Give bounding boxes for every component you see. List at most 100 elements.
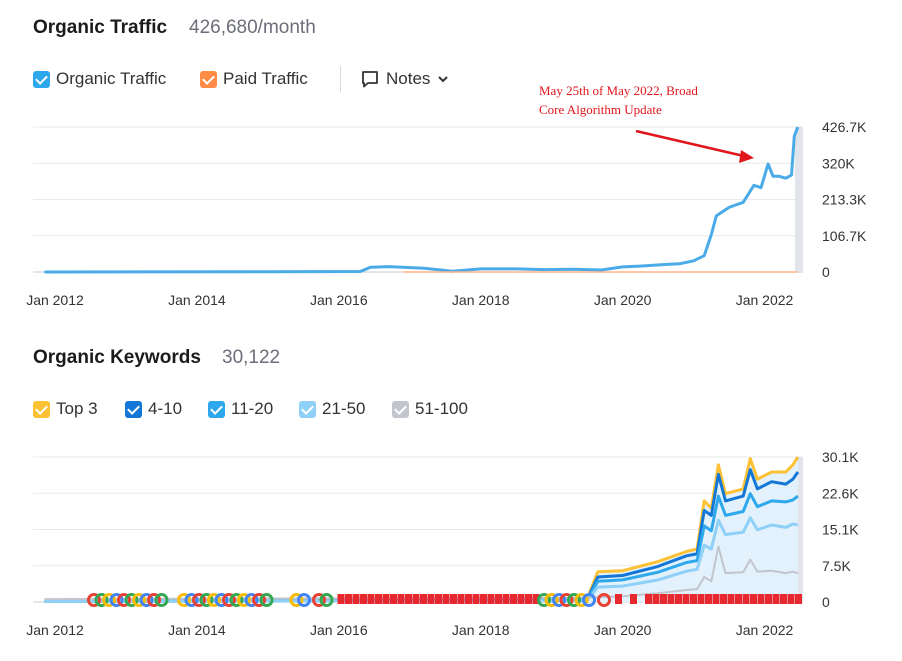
keywords-note-flag-icon bbox=[757, 594, 765, 604]
51-100-checkbox-icon[interactable] bbox=[392, 400, 409, 418]
keywords-google-update-marker-icon bbox=[259, 593, 274, 607]
keywords-note-flag-icon bbox=[765, 594, 772, 604]
comment-icon bbox=[362, 71, 378, 88]
keywords-note-flag-icon bbox=[697, 594, 705, 604]
traffic-y-tick-label: 0 bbox=[822, 264, 830, 280]
keywords-google-update-marker-icon bbox=[252, 593, 266, 607]
keywords-google-update-marker-icon bbox=[237, 593, 251, 607]
legend-51-100-label: 51-100 bbox=[415, 399, 468, 418]
keywords-note-flag-icon bbox=[435, 594, 442, 604]
keywords-google-update-marker-icon bbox=[289, 593, 304, 607]
traffic-x-tick-label: Jan 2012 bbox=[26, 292, 84, 308]
notes-button[interactable]: Notes bbox=[360, 69, 450, 89]
keywords-note-flag-icon bbox=[510, 594, 517, 604]
keywords-note-flag-icon bbox=[367, 594, 375, 604]
keywords-google-update-marker-icon bbox=[229, 593, 244, 607]
traffic-y-tick-label: 320K bbox=[822, 155, 855, 171]
keywords-note-flag-icon bbox=[652, 594, 660, 604]
keywords-x-tick-label: Jan 2018 bbox=[452, 622, 510, 638]
traffic-y-tick-label: 213.3K bbox=[822, 192, 867, 208]
keywords-y-tick-label: 22.6K bbox=[822, 485, 859, 501]
keywords-note-flag-icon bbox=[630, 594, 637, 604]
keywords-google-update-marker-icon bbox=[132, 593, 146, 607]
legend-paid-traffic-label: Paid Traffic bbox=[223, 69, 308, 88]
keywords-google-update-marker-icon bbox=[177, 593, 191, 607]
keywords-google-update-marker-icon bbox=[87, 593, 101, 607]
keywords-note-flag-icon bbox=[720, 594, 727, 604]
keywords-x-tick-label: Jan 2020 bbox=[594, 622, 652, 638]
legend-top-3[interactable]: Top 3 bbox=[33, 399, 98, 419]
traffic-title: Organic Traffic bbox=[33, 17, 168, 38]
legend-paid-traffic[interactable]: Paid Traffic bbox=[200, 69, 308, 89]
keywords-note-flag-icon bbox=[727, 594, 735, 604]
keywords-note-flag-icon bbox=[750, 594, 757, 604]
keywords-note-flag-icon bbox=[742, 594, 750, 604]
keywords-y-tick-label: 0 bbox=[822, 594, 830, 610]
legend-21-50[interactable]: 21-50 bbox=[299, 399, 365, 419]
keywords-note-flag-icon bbox=[667, 594, 675, 604]
keywords-google-update-marker-icon bbox=[544, 593, 559, 607]
keywords-note-flag-icon bbox=[412, 594, 420, 604]
keywords-note-flag-icon bbox=[345, 594, 352, 604]
legend-divider bbox=[340, 66, 341, 92]
keywords-note-flag-icon bbox=[405, 594, 412, 604]
legend-4-10[interactable]: 4-10 bbox=[125, 399, 182, 419]
keywords-google-update-marker-icon bbox=[312, 593, 326, 607]
keywords-google-update-marker-icon bbox=[582, 593, 596, 607]
keywords-google-update-marker-icon bbox=[154, 593, 169, 607]
4-10-checkbox-icon[interactable] bbox=[125, 400, 142, 418]
keywords-y-tick-label: 7.5K bbox=[822, 558, 851, 574]
keywords-title: Organic Keywords bbox=[33, 347, 201, 368]
keywords-note-flag-icon bbox=[450, 594, 457, 604]
keywords-series-4-10 bbox=[44, 468, 800, 603]
keywords-latest-band bbox=[795, 457, 803, 602]
top-3-checkbox-icon[interactable] bbox=[33, 400, 50, 418]
organic-traffic-checkbox-icon[interactable] bbox=[33, 70, 50, 88]
legend-11-20-label: 11-20 bbox=[231, 399, 274, 418]
keywords-note-flag-icon bbox=[420, 594, 427, 604]
keywords-google-update-marker-icon bbox=[319, 593, 334, 607]
keywords-note-flag-icon bbox=[532, 594, 540, 604]
keywords-note-flag-icon bbox=[472, 594, 480, 604]
legend-51-100[interactable]: 51-100 bbox=[392, 399, 468, 419]
traffic-latest-band bbox=[795, 127, 803, 272]
algorithm-update-annotation: May 25th of May 2022, Broad Core Algorit… bbox=[539, 81, 698, 119]
keywords-google-update-marker-icon bbox=[244, 593, 259, 607]
keywords-google-update-marker-icon bbox=[192, 593, 206, 607]
keywords-note-flag-icon bbox=[615, 594, 622, 604]
keywords-note-flag-icon bbox=[457, 594, 465, 604]
traffic-y-tick-label: 106.7K bbox=[822, 228, 867, 244]
keywords-google-update-marker-icon bbox=[567, 593, 581, 607]
keywords-note-flag-icon bbox=[735, 594, 742, 604]
keywords-google-update-marker-icon bbox=[117, 593, 131, 607]
21-50-checkbox-icon[interactable] bbox=[299, 400, 316, 418]
paid-traffic-checkbox-icon[interactable] bbox=[200, 70, 217, 88]
traffic-x-tick-label: Jan 2022 bbox=[736, 292, 794, 308]
keywords-note-flag-icon bbox=[487, 594, 495, 604]
organic-traffic-chart: 426.7K 320K 213.3K 106.7K 0 Jan 2012 Jan 2014 J… bbox=[26, 119, 867, 308]
keywords-note-flag-icon bbox=[442, 594, 450, 604]
keywords-note-flag-icon bbox=[397, 594, 405, 604]
annotation-arrow bbox=[635, 129, 749, 159]
keywords-value: 30,122 bbox=[222, 347, 281, 368]
legend-organic-traffic[interactable]: Organic Traffic bbox=[33, 69, 166, 89]
11-20-checkbox-icon[interactable] bbox=[208, 400, 225, 418]
keywords-google-update-marker-icon bbox=[574, 593, 589, 607]
keywords-note-flag-icon bbox=[780, 594, 787, 604]
legend-4-10-label: 4-10 bbox=[148, 399, 183, 418]
keywords-google-update-marker-icon bbox=[214, 593, 229, 607]
keywords-google-update-marker-icon bbox=[124, 593, 139, 607]
keywords-note-flag-icon bbox=[525, 594, 532, 604]
keywords-google-update-marker-icon bbox=[597, 593, 611, 607]
keywords-x-tick-label: Jan 2012 bbox=[26, 622, 84, 638]
legend-top-3-label: Top 3 bbox=[56, 399, 98, 418]
keywords-note-flag-icon bbox=[337, 594, 345, 604]
keywords-x-tick-label: Jan 2022 bbox=[736, 622, 794, 638]
keywords-google-update-marker-icon bbox=[199, 593, 214, 607]
chevron-down-icon bbox=[438, 76, 449, 83]
keywords-note-flag-icon bbox=[352, 594, 360, 604]
legend-11-20[interactable]: 11-20 bbox=[208, 399, 273, 419]
traffic-x-tick-label: Jan 2018 bbox=[452, 292, 510, 308]
keywords-google-update-marker-icon bbox=[552, 593, 566, 607]
traffic-x-tick-label: Jan 2016 bbox=[310, 292, 368, 308]
